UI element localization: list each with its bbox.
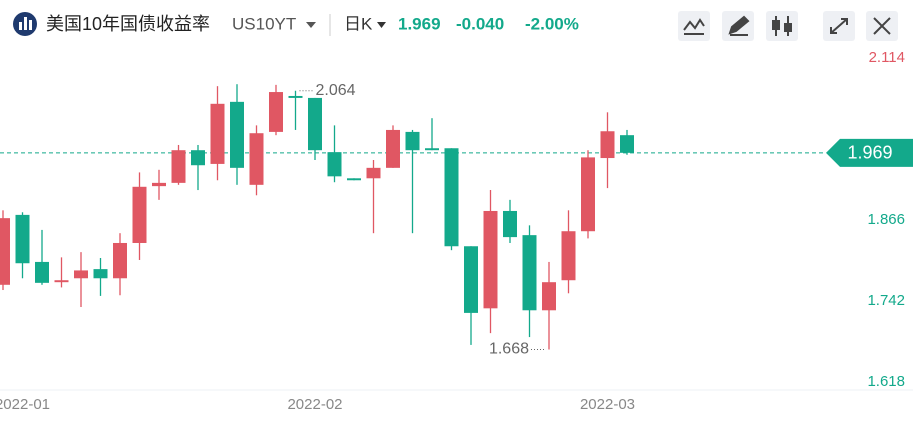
- y-tick-label: 1.618: [867, 373, 905, 390]
- candle-body: [483, 210, 498, 309]
- high-annotation: 2.064: [316, 82, 356, 99]
- candle-body: [561, 231, 576, 281]
- candle-body: [405, 131, 420, 151]
- candle-body: [74, 270, 88, 279]
- change-pct: -2.00%: [525, 14, 579, 33]
- x-tick-label: 2022-02: [287, 396, 342, 413]
- chart-type-icon: [772, 20, 780, 30]
- candle-body: [191, 150, 205, 166]
- change: -0.040: [456, 14, 504, 33]
- indicator-icon: [683, 18, 705, 35]
- candle-body: [347, 178, 361, 181]
- candle-body: [386, 129, 400, 168]
- y-tick-label: 2.114: [869, 49, 905, 66]
- candle-body: [444, 148, 459, 247]
- candle-body: [0, 218, 10, 285]
- period[interactable]: 日K: [344, 14, 373, 33]
- price: 1.969: [398, 14, 441, 33]
- candle-body: [15, 214, 30, 264]
- symbol[interactable]: US10YT: [232, 14, 296, 33]
- chart-type-button[interactable]: [766, 11, 798, 41]
- dropdown-arrow[interactable]: [377, 22, 386, 28]
- candle-body: [269, 92, 283, 132]
- candle-body: [503, 210, 517, 238]
- candle-body: [113, 242, 127, 279]
- candle-body: [542, 282, 556, 311]
- candle-body: [464, 246, 478, 313]
- candle-body: [288, 95, 303, 98]
- candle-body: [249, 133, 264, 185]
- chart-type-icon: [784, 23, 792, 32]
- candle-body: [171, 150, 186, 183]
- logo-bar: [24, 17, 27, 30]
- logo-bar: [29, 20, 32, 30]
- y-tick-label: 1.742: [867, 292, 905, 309]
- title: 美国10年国债收益率: [46, 14, 210, 34]
- candle-body: [308, 97, 322, 151]
- candle-body: [152, 182, 166, 187]
- candle-body: [132, 186, 147, 243]
- candle-body: [425, 148, 439, 151]
- fullscreen-icon: [830, 18, 848, 34]
- candle-body: [600, 131, 615, 159]
- draw-icon: [728, 15, 750, 36]
- candle-body: [210, 103, 225, 164]
- candle-body: [54, 280, 69, 283]
- low-annotation: 1.668: [489, 341, 529, 358]
- candle-body: [327, 152, 342, 177]
- price-tag-label: 1.969: [847, 143, 892, 163]
- close-icon: [873, 17, 891, 35]
- candle-body: [230, 101, 244, 168]
- candle-body: [366, 167, 381, 179]
- price-tag: [826, 138, 913, 167]
- candle-body: [35, 261, 49, 283]
- x-tick-label: 2022-01: [0, 396, 50, 413]
- candle-body: [522, 235, 537, 311]
- y-tick-label: 1.866: [867, 211, 905, 228]
- logo-bar: [19, 22, 22, 30]
- x-tick-label: 2022-03: [580, 396, 635, 413]
- dropdown-arrow[interactable]: [306, 22, 316, 28]
- candle-body: [620, 135, 634, 153]
- candle-body: [93, 269, 108, 279]
- candle-body: [581, 157, 595, 232]
